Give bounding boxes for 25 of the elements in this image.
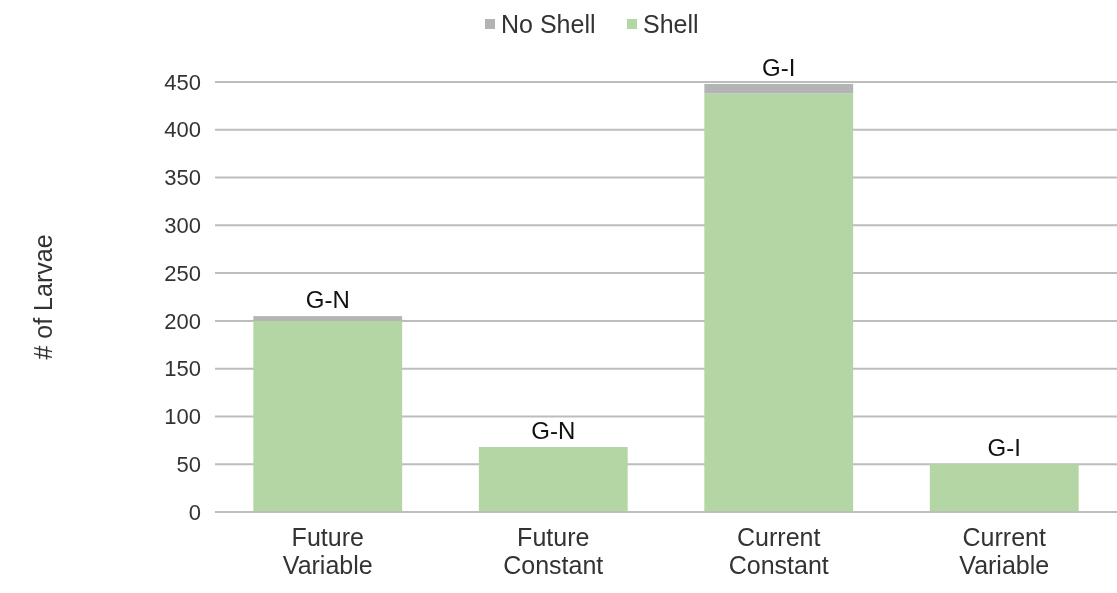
legend-label: No Shell	[501, 9, 596, 38]
y-tick-label: 150	[164, 356, 201, 382]
y-axis-title: # of Larvae	[29, 234, 57, 360]
y-tick-label: 400	[164, 117, 201, 143]
legend-label: Shell	[643, 9, 699, 38]
y-tick-label: 200	[164, 308, 201, 334]
bar	[478, 447, 628, 512]
x-tick-label: Current Variable	[959, 523, 1050, 579]
bar	[253, 320, 403, 512]
annotation: G-N	[531, 417, 576, 445]
y-tick-label: 50	[176, 451, 201, 477]
y-tick-label: 350	[164, 165, 201, 191]
y-tick-label: 450	[164, 69, 201, 95]
y-tick-label: 100	[164, 404, 201, 430]
bar	[929, 464, 1079, 512]
y-tick-label: 250	[164, 260, 201, 286]
annotation: G-I	[987, 434, 1021, 462]
x-tick-label: Future Constant	[503, 523, 604, 579]
y-tick-label: 0	[188, 499, 201, 525]
y-tick-label: 300	[164, 213, 201, 239]
annotation: G-I	[762, 53, 796, 81]
x-tick-label: Current Constant	[728, 523, 829, 579]
x-tick-label: Future Variable	[282, 523, 373, 579]
annotation: G-N	[305, 286, 350, 314]
bar	[704, 93, 854, 512]
